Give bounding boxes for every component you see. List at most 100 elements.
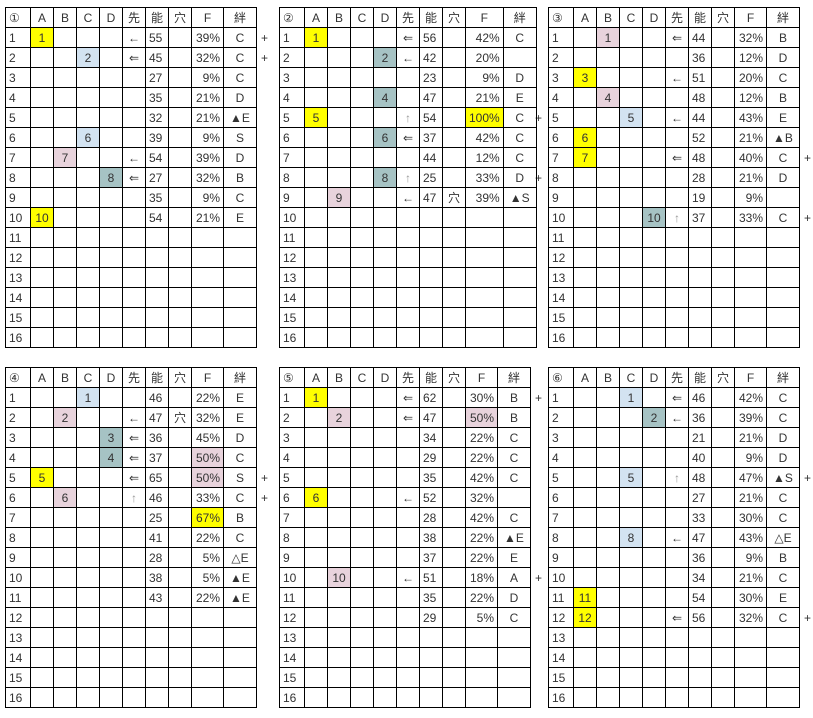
cell-能[interactable]: 38 [419,527,443,548]
cell-先[interactable] [665,587,689,608]
cell-F[interactable]: 39% [734,407,767,428]
cell-能[interactable]: 47 [145,407,169,428]
cell-能[interactable]: 35 [145,187,169,208]
cell-C[interactable] [76,267,100,288]
cell-F[interactable] [734,667,767,688]
cell-能[interactable]: 56 [419,27,443,48]
cell-F[interactable]: 21% [191,87,224,108]
cell-先[interactable]: ← [122,147,146,168]
cell-穴[interactable] [442,427,466,448]
row-number[interactable]: 6 [5,127,31,148]
cell-A[interactable] [573,567,597,588]
cell-F[interactable]: 30% [465,387,498,408]
cell-D[interactable] [373,387,397,408]
cell-C[interactable]: 6 [76,127,100,148]
row-number[interactable]: 7 [548,507,574,528]
cell-能[interactable] [419,327,443,348]
cell-能[interactable]: 37 [419,127,443,148]
cell-D[interactable] [642,427,666,448]
cell-D[interactable] [642,47,666,68]
cell-D[interactable] [642,267,666,288]
cell-B[interactable] [596,287,620,308]
cell-穴[interactable] [168,447,192,468]
cell-A[interactable] [573,247,597,268]
cell-D[interactable]: 8 [373,167,397,188]
cell-F[interactable]: 12% [465,147,504,168]
cell-D[interactable] [642,107,666,128]
cell-先[interactable] [122,267,146,288]
cell-F[interactable] [465,267,504,288]
cell-能[interactable]: 35 [419,467,443,488]
cell-穴[interactable] [442,87,466,108]
cell-穴[interactable] [711,167,735,188]
cell-F[interactable]: 43% [734,527,767,548]
cell-D[interactable] [373,407,397,428]
cell-D[interactable]: 4 [99,447,123,468]
cell-C[interactable] [619,307,643,328]
row-number[interactable]: 6 [548,127,574,148]
cell-絆[interactable]: E [223,207,257,228]
row-number[interactable]: 16 [279,327,305,348]
cell-能[interactable]: 38 [145,567,169,588]
cell-絆[interactable]: ▲S [766,467,800,488]
column-header[interactable]: 先 [396,7,420,28]
cell-先[interactable]: ⇐ [665,387,689,408]
cell-B[interactable] [327,387,351,408]
cell-C[interactable] [76,607,100,628]
cell-F[interactable]: 9% [734,547,767,568]
row-number[interactable]: 6 [5,487,31,508]
cell-C[interactable] [619,187,643,208]
cell-穴[interactable] [711,407,735,428]
cell-絆[interactable]: B [766,547,800,568]
cell-F[interactable] [191,327,224,348]
row-number[interactable]: 12 [548,607,574,628]
cell-A[interactable] [573,507,597,528]
cell-B[interactable] [53,167,77,188]
cell-先[interactable]: ⇐ [665,27,689,48]
cell-A[interactable] [304,607,328,628]
cell-B[interactable]: 2 [327,407,351,428]
cell-A[interactable] [573,27,597,48]
cell-穴[interactable] [711,247,735,268]
cell-C[interactable] [76,227,100,248]
cell-絆[interactable] [766,267,800,288]
cell-絆[interactable]: C [497,447,531,468]
cell-F[interactable] [734,647,767,668]
cell-穴[interactable] [442,227,466,248]
cell-B[interactable] [53,447,77,468]
cell-能[interactable]: 25 [145,507,169,528]
row-number[interactable]: 1 [548,27,574,48]
cell-A[interactable] [304,447,328,468]
cell-A[interactable] [30,567,54,588]
cell-B[interactable] [596,447,620,468]
cell-穴[interactable] [442,527,466,548]
cell-F[interactable] [465,627,498,648]
column-header[interactable]: F [734,7,767,28]
cell-A[interactable] [573,447,597,468]
cell-D[interactable] [99,127,123,148]
cell-穴[interactable] [711,87,735,108]
row-number[interactable]: 15 [279,667,305,688]
cell-絆[interactable]: C [497,607,531,628]
cell-A[interactable]: 3 [573,67,597,88]
cell-B[interactable] [53,647,77,668]
cell-絆[interactable] [766,287,800,308]
cell-B[interactable] [53,107,77,128]
cell-絆[interactable]: E [766,587,800,608]
cell-F[interactable]: 32% [191,167,224,188]
row-number[interactable]: 13 [279,627,305,648]
cell-C[interactable] [76,587,100,608]
cell-先[interactable]: ← [122,27,146,48]
cell-能[interactable]: 52 [419,487,443,508]
cell-B[interactable] [53,527,77,548]
row-number[interactable]: 2 [548,407,574,428]
cell-C[interactable] [76,87,100,108]
cell-A[interactable]: 11 [573,587,597,608]
cell-先[interactable]: ← [665,407,689,428]
cell-B[interactable] [596,247,620,268]
cell-C[interactable] [76,207,100,228]
cell-絆[interactable]: S [223,127,257,148]
cell-絆[interactable] [766,667,800,688]
cell-B[interactable] [327,47,351,68]
cell-F[interactable]: 22% [465,427,498,448]
